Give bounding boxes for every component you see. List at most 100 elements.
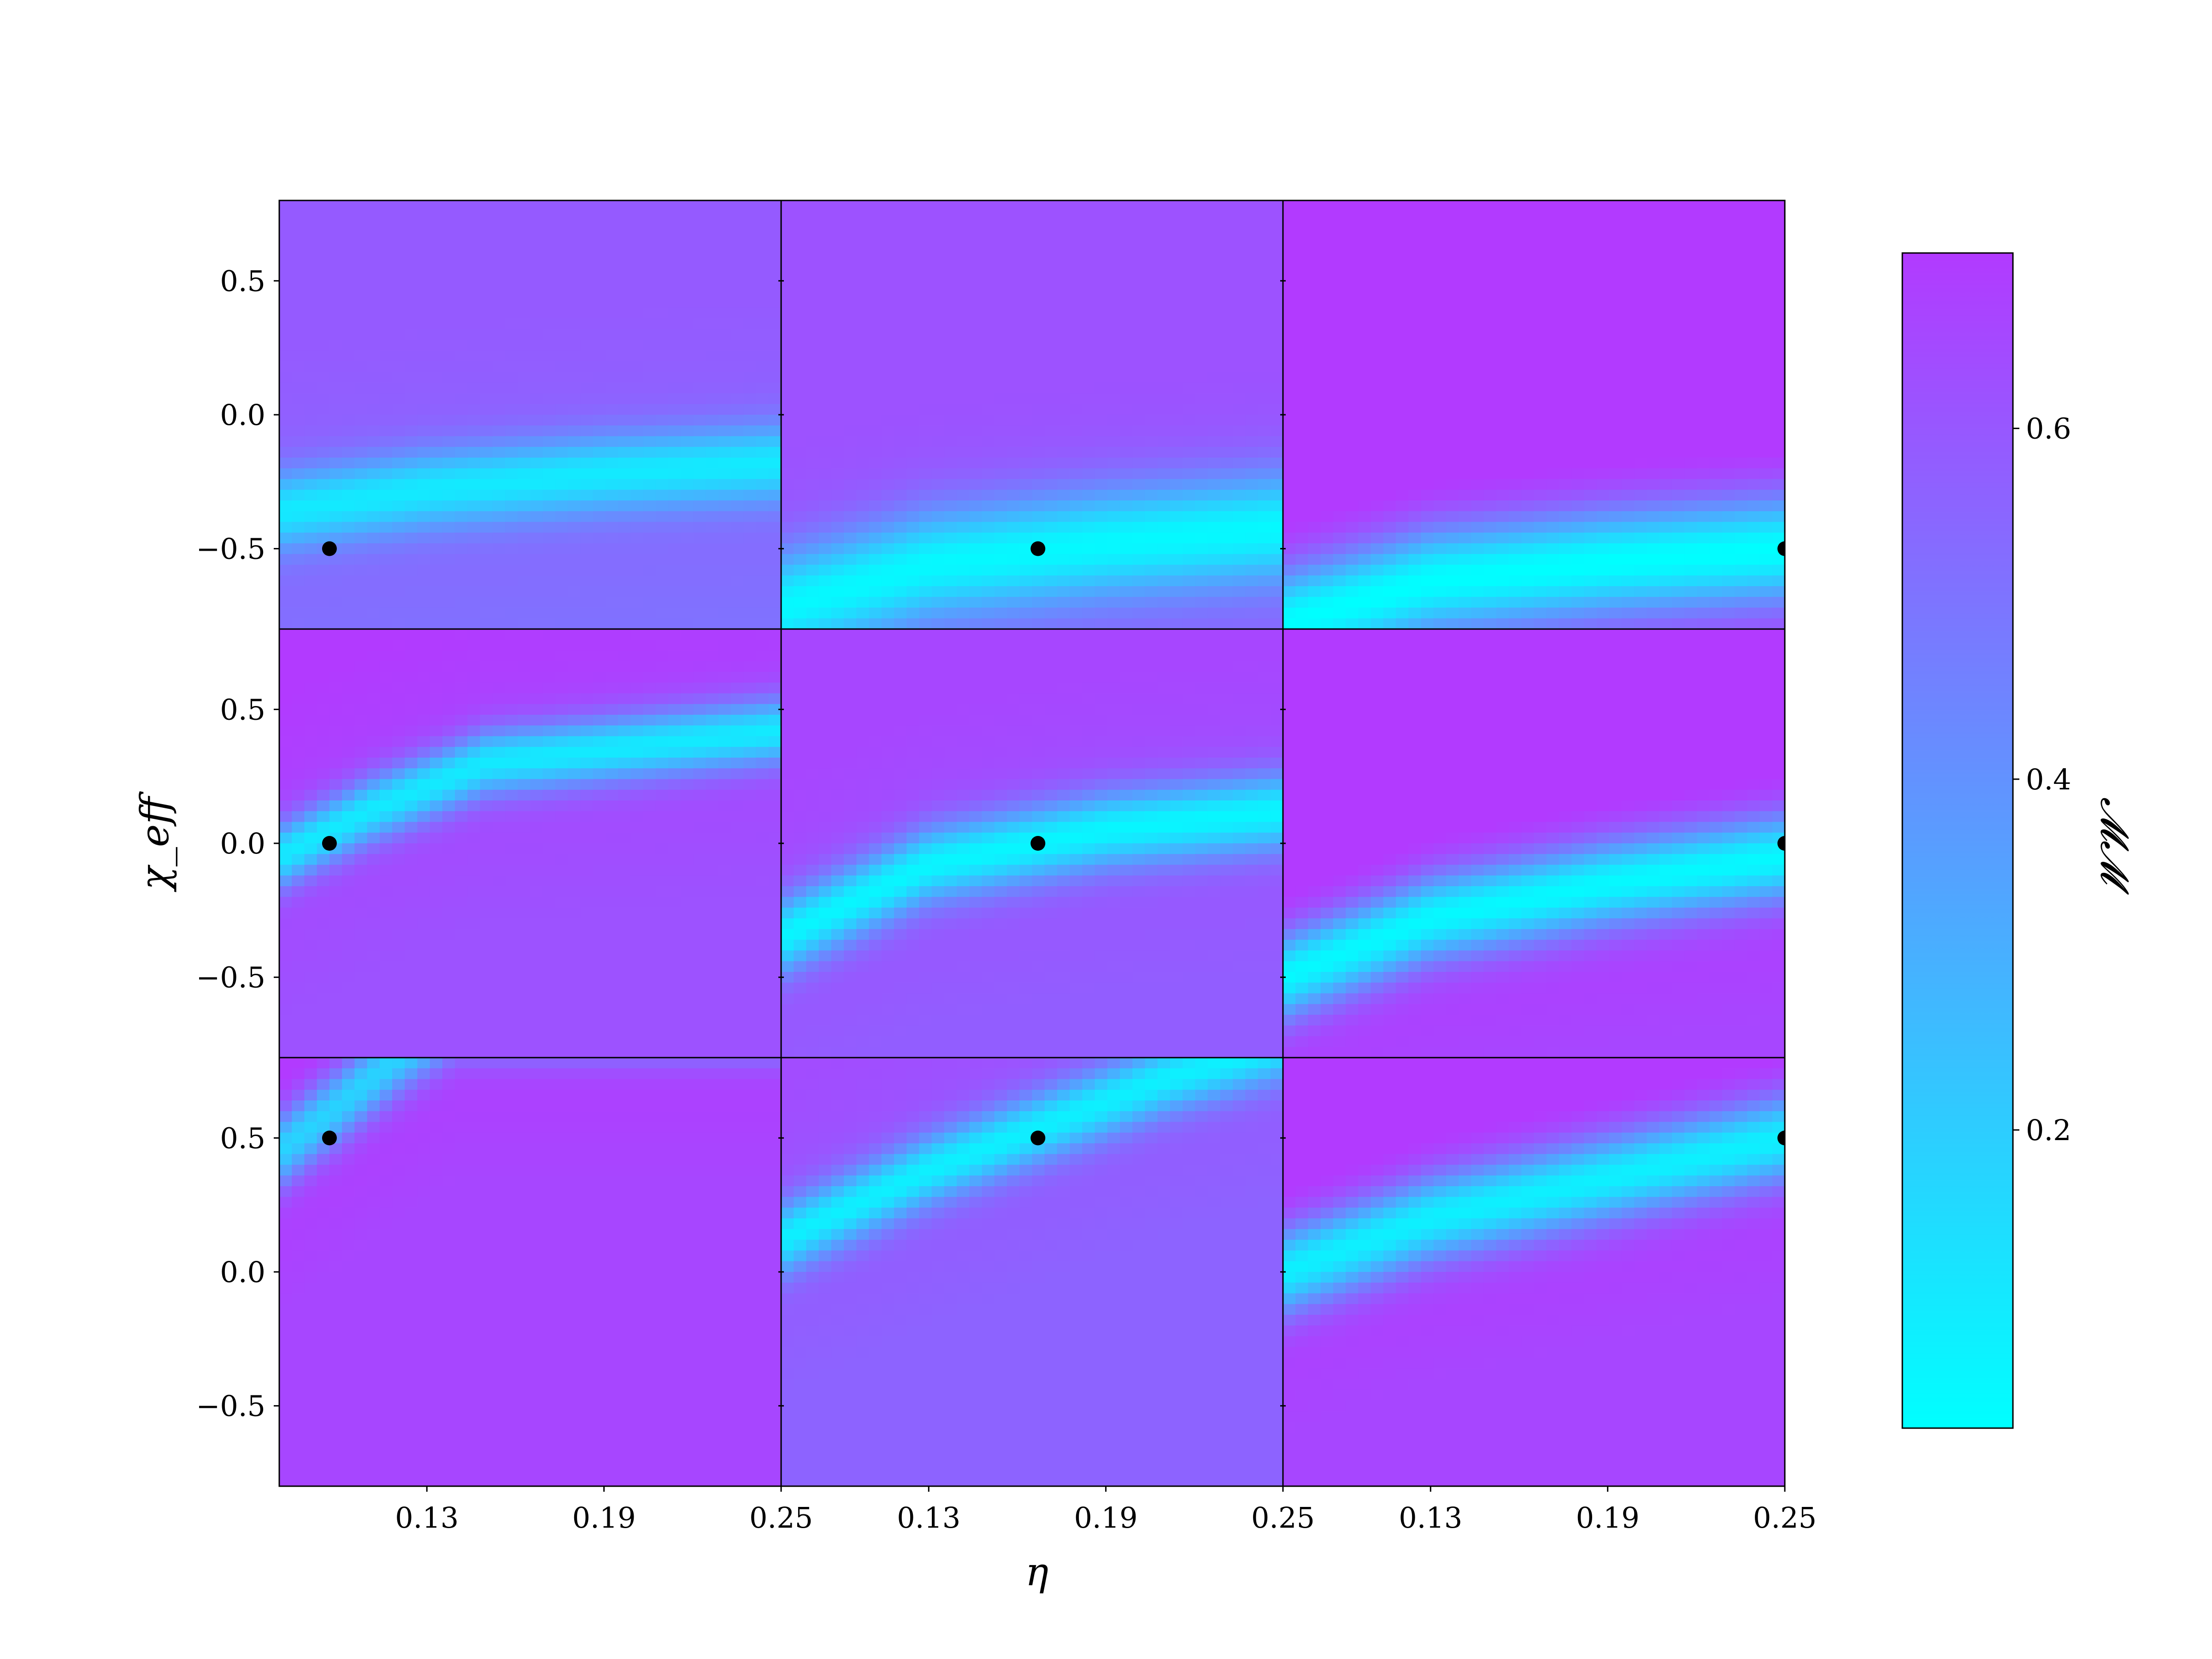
heatmap-cell (1132, 329, 1146, 341)
heatmap-cell (367, 554, 380, 565)
heatmap-cell (1684, 318, 1698, 329)
heatmap-cell (1220, 265, 1233, 276)
heatmap-cell (1320, 565, 1334, 576)
heatmap-cell (844, 447, 857, 458)
heatmap-cell (580, 500, 594, 512)
heatmap-cell (1070, 447, 1083, 458)
heatmap-cell (982, 340, 995, 351)
heatmap-cell (304, 1025, 318, 1037)
heatmap-cell (555, 447, 568, 458)
heatmap-cell (1270, 265, 1283, 276)
heatmap-cell (818, 586, 832, 598)
heatmap-cell (442, 500, 455, 512)
heatmap-cell (492, 554, 506, 565)
heatmap-cell (894, 447, 907, 458)
heatmap-cell (931, 286, 945, 298)
heatmap-cell (1483, 254, 1497, 265)
heatmap-cell (906, 458, 920, 469)
heatmap-cell (405, 404, 418, 415)
heatmap-cell (1346, 361, 1359, 372)
heatmap-cell (1333, 329, 1346, 341)
heatmap-cell (342, 286, 355, 298)
heatmap-cell (1446, 200, 1459, 212)
heatmap-cell (279, 715, 293, 726)
heatmap-cell (706, 511, 719, 523)
heatmap-cell (1120, 243, 1133, 255)
heatmap-cell (693, 447, 706, 458)
heatmap-cell (1320, 232, 1334, 244)
heatmap-cell (969, 618, 982, 629)
heatmap-cell (1546, 222, 1559, 233)
heatmap-cell (831, 318, 844, 329)
heatmap-cell (906, 361, 920, 372)
heatmap-cell (542, 286, 556, 298)
heatmap-cell (1383, 511, 1396, 523)
heatmap-cell (1207, 618, 1221, 629)
heatmap-cell (1346, 618, 1359, 629)
heatmap-cell (806, 404, 819, 415)
heatmap-cell (1722, 522, 1735, 533)
heatmap-cell (1270, 500, 1283, 512)
heatmap-cell (1283, 200, 1296, 212)
heatmap-cell (542, 565, 556, 576)
heatmap-cell (693, 500, 706, 512)
heatmap-cell (429, 340, 443, 351)
heatmap-cell (354, 382, 368, 394)
heatmap-cell (818, 489, 832, 501)
heatmap-cell (379, 500, 393, 512)
heatmap-cell (1032, 286, 1045, 298)
heatmap-cell (718, 372, 731, 383)
heatmap-cell (1521, 350, 1535, 362)
heatmap-cell (906, 554, 920, 565)
heatmap-cell (643, 307, 656, 319)
heatmap-cell (1697, 275, 1710, 287)
heatmap-cell (1496, 265, 1509, 276)
heatmap-cell (417, 297, 430, 308)
heatmap-cell (1107, 275, 1120, 287)
heatmap-cell (1421, 489, 1434, 501)
heatmap-cell (317, 522, 330, 533)
heatmap-cell (681, 232, 694, 244)
heatmap-cell (1320, 575, 1334, 587)
heatmap-cell (756, 200, 769, 212)
heatmap-cell (1772, 211, 1785, 223)
heatmap-cell (1735, 211, 1748, 223)
heatmap-cell (1747, 243, 1760, 255)
heatmap-cell (1584, 222, 1597, 233)
heatmap-cell (1082, 254, 1095, 265)
heatmap-cell (706, 500, 719, 512)
heatmap-cell (894, 586, 907, 598)
heatmap-cell (706, 479, 719, 490)
heatmap-cell (1396, 597, 1409, 608)
heatmap-cell (367, 500, 380, 512)
heatmap-cell (706, 436, 719, 447)
heatmap-cell (1320, 318, 1334, 329)
heatmap-cell (1521, 254, 1535, 265)
heatmap-cell (693, 511, 706, 523)
heatmap-cell (768, 329, 782, 341)
heatmap-cell (668, 329, 681, 341)
heatmap-cell (542, 393, 556, 405)
heatmap-cell (643, 232, 656, 244)
heatmap-cell (1634, 382, 1647, 394)
heatmap-cell (1207, 458, 1221, 469)
heatmap-cell (1258, 361, 1271, 372)
heatmap-cell (1120, 458, 1133, 469)
heatmap-cell (1346, 575, 1359, 587)
heatmap-cell (555, 511, 568, 523)
heatmap-cell (1697, 479, 1710, 490)
heatmap-cell (818, 318, 832, 329)
heatmap-cell (643, 243, 656, 255)
heatmap-cell (718, 415, 731, 426)
heatmap-cell (844, 232, 857, 244)
heatmap-cell (1722, 511, 1735, 523)
heatmap-cell (1094, 211, 1108, 223)
heatmap-cell (580, 511, 594, 523)
heatmap-cell (1220, 307, 1233, 319)
heatmap-cell (1697, 254, 1710, 265)
heatmap-cell (480, 479, 493, 490)
heatmap-cell (1245, 361, 1259, 372)
heatmap-cell (856, 200, 870, 212)
heatmap-cell (806, 468, 819, 480)
heatmap-cell (1207, 404, 1221, 415)
